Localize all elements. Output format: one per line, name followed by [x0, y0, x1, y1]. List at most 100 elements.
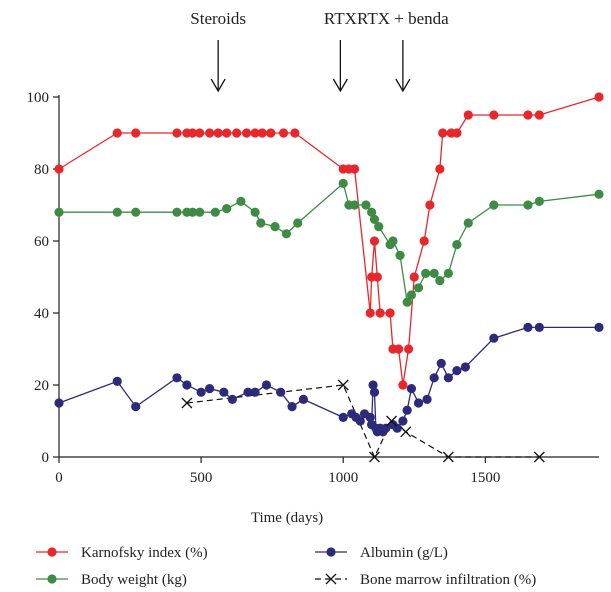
data-point-albumin-g-l [205, 384, 215, 394]
data-point-body-weight-kg [421, 268, 431, 278]
data-point-body-weight-kg [172, 207, 182, 217]
data-point-albumin-g-l [381, 423, 391, 433]
data-point-body-weight-kg [187, 207, 198, 217]
data-point-body-weight-kg [489, 200, 499, 210]
data-point-albumin-g-l [523, 322, 533, 332]
data-point-albumin-g-l [489, 333, 499, 343]
data-point-karnofsky-index [403, 344, 414, 354]
data-point-karnofsky-index [250, 128, 260, 138]
legend: Karnofsky index (%) Albumin (g/L) Body wei… [36, 545, 536, 588]
data-point-karnofsky-index [195, 128, 205, 138]
data-point-albumin-g-l [261, 380, 272, 390]
data-point-karnofsky-index [187, 128, 198, 138]
arrowhead [332, 78, 348, 93]
data-point-albumin-g-l [219, 387, 229, 397]
data-point-karnofsky-index [349, 164, 360, 174]
arrowhead [395, 78, 411, 93]
legend-label: Karnofsky index (%) [81, 545, 208, 561]
data-point-karnofsky-index [290, 128, 300, 138]
data-point-albumin-g-l [276, 387, 286, 397]
x-tick-label: 1500 [470, 470, 500, 486]
data-point-body-weight-kg [349, 200, 360, 210]
y-tick-label: 40 [34, 306, 49, 322]
data-point-albumin-g-l [429, 373, 439, 383]
data-point-karnofsky-index [385, 308, 395, 318]
x-tick-label: 0 [55, 470, 63, 486]
data-point-albumin-g-l [402, 405, 412, 415]
data-point-karnofsky-index [54, 164, 64, 174]
data-point-body-weight-kg [131, 207, 141, 217]
annotation-steroids-label: Steroids [190, 9, 246, 28]
data-point-bone-marrow-infiltration [442, 451, 454, 463]
data-point-karnofsky-index [534, 110, 544, 120]
data-point-albumin-g-l [355, 416, 365, 426]
data-point-karnofsky-index [241, 128, 252, 138]
data-point-bone-marrow-infiltration [337, 379, 349, 391]
data-point-karnofsky-index [398, 380, 408, 390]
data-point-body-weight-kg [369, 214, 380, 224]
legend-item-karnofsky-index: Karnofsky index (%) [36, 545, 208, 561]
data-point-body-weight-kg [367, 207, 377, 217]
data-point-karnofsky-index [278, 128, 289, 138]
data-point-karnofsky-index [213, 128, 223, 138]
x-axis-label: Time (days) [251, 510, 323, 526]
data-point-karnofsky-index [232, 128, 242, 138]
data-point-albumin-g-l [436, 358, 446, 368]
data-point-karnofsky-index [409, 272, 419, 282]
data-point-karnofsky-index [372, 272, 382, 282]
data-point-bone-marrow-infiltration [386, 415, 397, 427]
data-point-body-weight-kg [534, 196, 544, 206]
data-point-bone-marrow-infiltration [400, 426, 412, 438]
data-point-karnofsky-index [425, 200, 435, 210]
data-point-albumin-g-l [422, 394, 432, 404]
data-point-albumin-g-l [287, 402, 297, 412]
series-line-albumin-g-l [58, 326, 599, 434]
data-point-karnofsky-index [463, 110, 473, 120]
data-point-albumin-g-l [443, 373, 453, 383]
data-point-karnofsky-index [375, 308, 385, 318]
x-tick-label: 1000 [328, 470, 358, 486]
data-point-albumin-g-l [452, 366, 462, 376]
data-point-albumin-g-l [365, 412, 375, 422]
data-point-albumin-g-l [460, 362, 471, 372]
data-point-body-weight-kg [413, 283, 424, 293]
data-point-albumin-g-l [594, 322, 604, 332]
data-point-albumin-g-l [392, 423, 402, 433]
data-point-body-weight-kg [195, 207, 205, 217]
data-point-karnofsky-index [222, 128, 232, 138]
treatment-annotations: Steroids RTX RTX + benda [190, 9, 449, 93]
data-point-karnofsky-index [365, 308, 375, 318]
legend-label: Albumin (g/L) [360, 545, 448, 561]
data-point-karnofsky-index [131, 128, 141, 138]
data-point-body-weight-kg [435, 276, 445, 286]
data-point-karnofsky-index [369, 236, 380, 246]
data-point-body-weight-kg [452, 240, 462, 250]
data-point-karnofsky-index [205, 128, 215, 138]
data-point-body-weight-kg [429, 268, 439, 278]
plot-area [54, 92, 604, 463]
data-point-albumin-g-l [398, 416, 408, 426]
data-point-body-weight-kg [523, 200, 533, 210]
data-point-body-weight-kg [463, 218, 473, 228]
data-point-albumin-g-l [182, 380, 192, 390]
y-tick-label: 0 [42, 450, 50, 466]
y-tick-label: 60 [34, 234, 49, 250]
data-point-bone-marrow-infiltration [369, 451, 380, 463]
legend-item-body-weight-kg: Body weight (kg) [36, 572, 187, 588]
data-point-body-weight-kg [250, 207, 260, 217]
data-point-karnofsky-index [452, 128, 462, 138]
legend-marker [47, 547, 57, 557]
legend-item-bone-marrow-infiltration: Bone marrow infiltration (%) [315, 572, 536, 588]
data-point-albumin-g-l [54, 398, 64, 408]
data-point-karnofsky-index [435, 164, 445, 174]
annotation-rtx-label: RTX [324, 9, 357, 28]
data-point-body-weight-kg [210, 207, 220, 217]
data-point-body-weight-kg [443, 268, 453, 278]
data-point-body-weight-kg [361, 200, 371, 210]
data-point-body-weight-kg [236, 196, 246, 206]
data-point-karnofsky-index [266, 128, 276, 138]
data-point-body-weight-kg [256, 218, 266, 228]
data-point-karnofsky-index [257, 128, 267, 138]
